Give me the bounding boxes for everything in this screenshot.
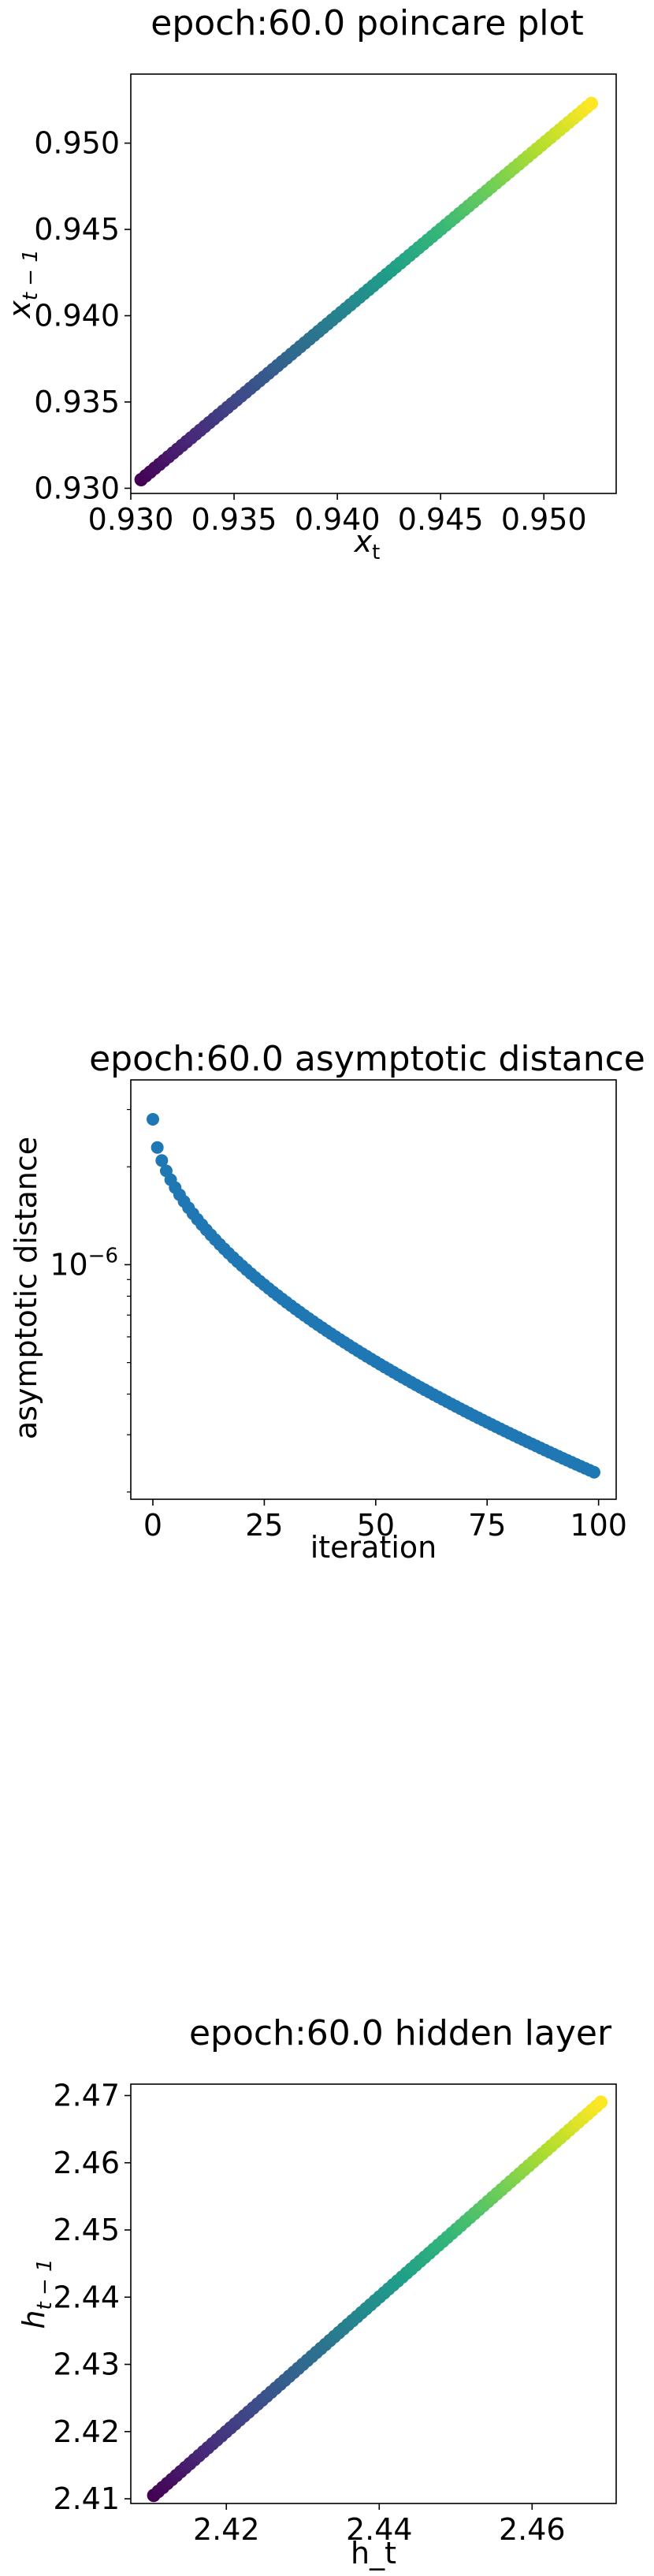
poincare-points xyxy=(134,96,599,486)
y-tick-label: 0.935 xyxy=(34,385,120,419)
hidden-layer-panel: epoch:60.0 hidden layer 2.42 2.44 2.46 2.4… xyxy=(17,2013,617,2570)
x-tick-label: 0.930 xyxy=(88,502,174,537)
distance-point xyxy=(147,1112,159,1126)
poincare-plot-title: epoch:60.0 poincare plot xyxy=(150,3,583,43)
hidden-layer-frame xyxy=(130,2083,617,2504)
x-tick-label: 0 xyxy=(143,1508,162,1543)
x-tick-label: 2.44 xyxy=(346,2512,413,2547)
poincare-y-ticks: 0.930 0.935 0.940 0.945 0.950 xyxy=(34,126,131,505)
asymptotic-distance-frame xyxy=(130,1079,617,1500)
y-tick-label: 2.46 xyxy=(53,2146,120,2180)
x-tick-label: 0.945 xyxy=(398,502,484,537)
x-tick-label: 0.950 xyxy=(501,502,587,537)
hidden-x-ticks: 2.42 2.44 2.46 xyxy=(193,2503,566,2547)
y-tick-label: 2.45 xyxy=(53,2213,120,2247)
distance-point xyxy=(588,1465,600,1479)
distance-x-label: iteration xyxy=(310,1530,437,1565)
y-tick-label: 0.940 xyxy=(34,299,120,333)
x-tick-label: 0.935 xyxy=(191,502,277,537)
poincare-x-ticks: 0.930 0.935 0.940 0.945 0.950 xyxy=(88,493,587,537)
y-tick-label: 2.44 xyxy=(53,2280,120,2314)
y-tick-label: 2.43 xyxy=(53,2347,120,2382)
distance-points xyxy=(147,1112,600,1479)
asymptotic-distance-panel: epoch:60.0 asymptotic distance 0 25 50 75 10… xyxy=(9,1039,645,1565)
poincare-point xyxy=(585,96,599,110)
hidden-y-ticks: 2.41 2.42 2.43 2.44 2.45 2.46 2.47 xyxy=(53,2078,131,2516)
poincare-plot-frame xyxy=(130,73,617,494)
hidden-y-label: ht − 1 xyxy=(17,2258,57,2328)
distance-y-ticks: 10−6 xyxy=(50,1108,131,1493)
asymptotic-distance-title: epoch:60.0 asymptotic distance xyxy=(89,1039,645,1079)
distance-y-label: asymptotic distance xyxy=(9,1137,43,1439)
y-tick-label: 0.945 xyxy=(34,212,120,247)
x-tick-label: 2.46 xyxy=(499,2512,566,2547)
x-tick-label: 2.42 xyxy=(193,2512,260,2547)
y-tick-label: 0.930 xyxy=(34,471,120,505)
y-tick-label: 2.42 xyxy=(53,2414,120,2449)
y-tick-label: 0.950 xyxy=(34,126,120,161)
distance-point xyxy=(155,1154,169,1167)
hidden-x-label: h_t xyxy=(351,2536,396,2570)
hidden-layer-point xyxy=(594,2095,608,2109)
x-tick-label: 50 xyxy=(357,1508,395,1543)
distance-x-ticks: 0 25 50 75 100 xyxy=(143,1499,627,1543)
poincare-y-label: xt − 1 xyxy=(2,249,43,319)
x-tick-label: 75 xyxy=(468,1508,506,1543)
x-tick-label: 25 xyxy=(245,1508,283,1543)
hidden-layer-title: epoch:60.0 hidden layer xyxy=(189,2013,612,2053)
x-tick-label: 100 xyxy=(570,1508,627,1543)
hidden-layer-points xyxy=(147,2095,608,2503)
poincare-plot-panel: epoch:60.0 poincare plot 0.930 0.935 0.940… xyxy=(2,3,617,564)
y-tick-label: 2.41 xyxy=(53,2481,120,2516)
distance-point xyxy=(150,1141,164,1154)
y-tick-label: 10−6 xyxy=(50,1244,118,1282)
poincare-x-label: xt xyxy=(354,524,381,564)
x-tick-label: 0.940 xyxy=(295,502,381,537)
y-tick-label: 2.47 xyxy=(53,2078,120,2113)
